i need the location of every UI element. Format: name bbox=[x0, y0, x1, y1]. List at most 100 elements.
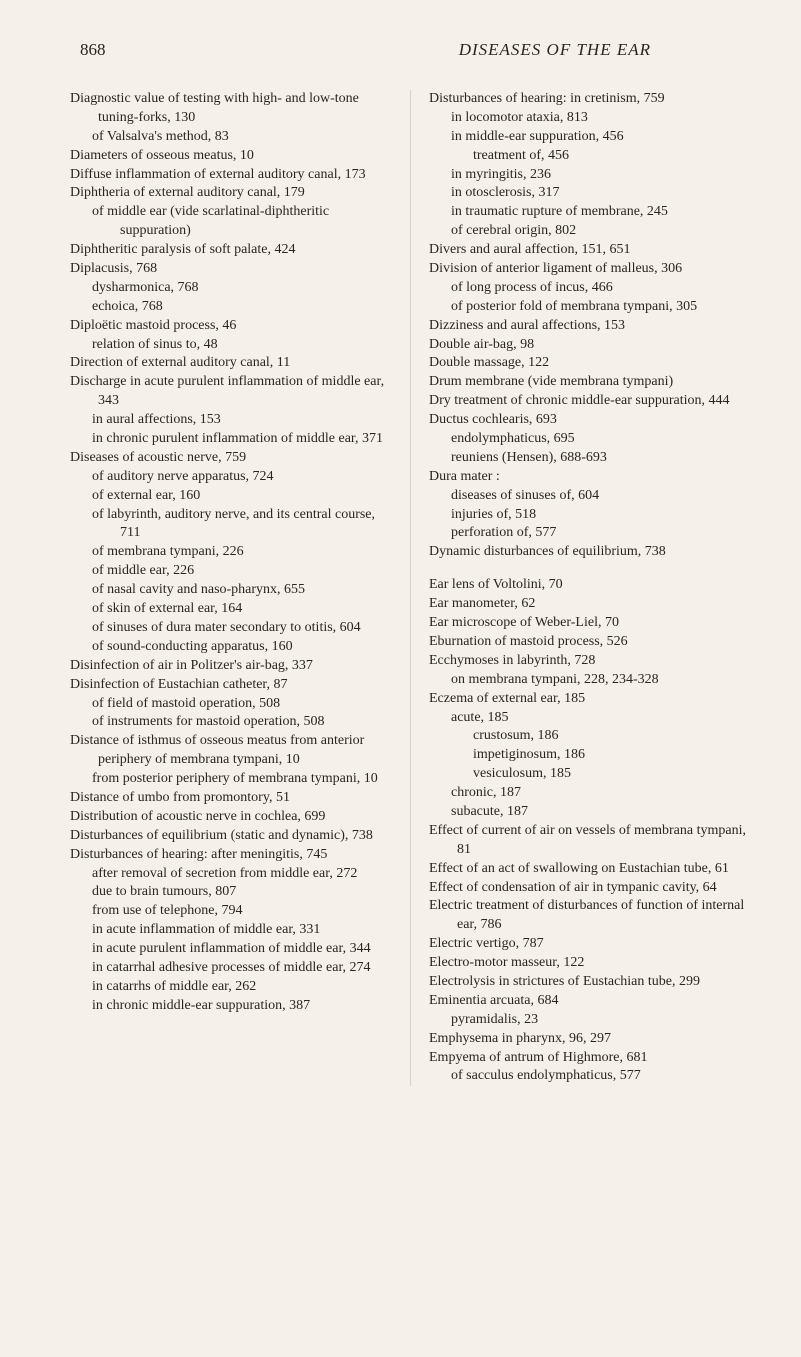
index-entry: Ear lens of Voltolini, 70 bbox=[429, 576, 751, 595]
index-entry: Diagnostic value of testing with high- a… bbox=[70, 90, 392, 128]
right-column: Disturbances of hearing: in cretinism, 7… bbox=[429, 90, 751, 1086]
index-entry: of middle ear (vide scarlatinal-diphther… bbox=[70, 203, 392, 241]
index-entry: Division of anterior ligament of malleus… bbox=[429, 260, 751, 279]
index-entry: of nasal cavity and naso-pharynx, 655 bbox=[70, 581, 392, 600]
index-entry: Electrolysis in strictures of Eustachian… bbox=[429, 973, 751, 992]
index-entry: of auditory nerve apparatus, 724 bbox=[70, 468, 392, 487]
index-entry: in catarrhal adhesive processes of middl… bbox=[70, 959, 392, 978]
index-entry: of middle ear, 226 bbox=[70, 562, 392, 581]
index-entry: Disinfection of air in Politzer's air-ba… bbox=[70, 657, 392, 676]
index-entry: Disinfection of Eustachian catheter, 87 bbox=[70, 676, 392, 695]
index-entry: in middle-ear suppuration, 456 bbox=[429, 128, 751, 147]
page: 868 DISEASES OF THE EAR Diagnostic value… bbox=[0, 0, 801, 1357]
index-entry: of Valsalva's method, 83 bbox=[70, 128, 392, 147]
index-entry: due to brain tumours, 807 bbox=[70, 883, 392, 902]
index-entry: Electric treatment of disturbances of fu… bbox=[429, 897, 751, 935]
index-entry: Empyema of antrum of Highmore, 681 bbox=[429, 1049, 751, 1068]
index-entry: Diffuse inflammation of external auditor… bbox=[70, 166, 392, 185]
index-entry: Electric vertigo, 787 bbox=[429, 935, 751, 954]
index-entry: Ecchymoses in labyrinth, 728 bbox=[429, 652, 751, 671]
index-entry: in acute inflammation of middle ear, 331 bbox=[70, 921, 392, 940]
index-entry: echoica, 768 bbox=[70, 298, 392, 317]
index-entry: of field of mastoid operation, 508 bbox=[70, 695, 392, 714]
index-entry: after removal of secretion from middle e… bbox=[70, 865, 392, 884]
index-entry: Diphtheria of external auditory canal, 1… bbox=[70, 184, 392, 203]
index-entry: of skin of external ear, 164 bbox=[70, 600, 392, 619]
index-entry: Divers and aural affection, 151, 651 bbox=[429, 241, 751, 260]
page-header: 868 DISEASES OF THE EAR bbox=[70, 40, 751, 60]
index-entry: subacute, 187 bbox=[429, 803, 751, 822]
index-entry: injuries of, 518 bbox=[429, 506, 751, 525]
index-entry: of external ear, 160 bbox=[70, 487, 392, 506]
index-entry: crustosum, 186 bbox=[429, 727, 751, 746]
index-entry: in otosclerosis, 317 bbox=[429, 184, 751, 203]
index-entry: Effect of current of air on vessels of m… bbox=[429, 822, 751, 860]
index-entry: in catarrhs of middle ear, 262 bbox=[70, 978, 392, 997]
index-entry: in myringitis, 236 bbox=[429, 166, 751, 185]
index-entry: Direction of external auditory canal, 11 bbox=[70, 354, 392, 373]
index-entry: Dura mater : bbox=[429, 468, 751, 487]
index-entry: Distance of umbo from promontory, 51 bbox=[70, 789, 392, 808]
index-entry: endolymphaticus, 695 bbox=[429, 430, 751, 449]
content-columns: Diagnostic value of testing with high- a… bbox=[70, 90, 751, 1086]
index-entry: Discharge in acute purulent inflammation… bbox=[70, 373, 392, 411]
index-entry: on membrana tympani, 228, 234-328 bbox=[429, 671, 751, 690]
index-entry: acute, 185 bbox=[429, 709, 751, 728]
index-entry: Double air-bag, 98 bbox=[429, 336, 751, 355]
index-entry: vesiculosum, 185 bbox=[429, 765, 751, 784]
index-entry: reuniens (Hensen), 688-693 bbox=[429, 449, 751, 468]
index-entry: Double massage, 122 bbox=[429, 354, 751, 373]
index-entry: perforation of, 577 bbox=[429, 524, 751, 543]
index-entry: diseases of sinuses of, 604 bbox=[429, 487, 751, 506]
index-entry: of sinuses of dura mater secondary to ot… bbox=[70, 619, 392, 638]
index-entry: Drum membrane (vide membrana tympani) bbox=[429, 373, 751, 392]
index-entry: Emphysema in pharynx, 96, 297 bbox=[429, 1030, 751, 1049]
index-entry: from use of telephone, 794 bbox=[70, 902, 392, 921]
index-entry: of posterior fold of membrana tympani, 3… bbox=[429, 298, 751, 317]
index-entry: Eczema of external ear, 185 bbox=[429, 690, 751, 709]
index-entry: in acute purulent inflammation of middle… bbox=[70, 940, 392, 959]
index-entry: in chronic middle-ear suppuration, 387 bbox=[70, 997, 392, 1016]
index-entry: in traumatic rupture of membrane, 245 bbox=[429, 203, 751, 222]
index-entry: pyramidalis, 23 bbox=[429, 1011, 751, 1030]
index-entry: chronic, 187 bbox=[429, 784, 751, 803]
index-entry: in aural affections, 153 bbox=[70, 411, 392, 430]
index-entry: of instruments for mastoid operation, 50… bbox=[70, 713, 392, 732]
index-entry: of sacculus endolymphaticus, 577 bbox=[429, 1067, 751, 1086]
index-entry: treatment of, 456 bbox=[429, 147, 751, 166]
index-entry: Dizziness and aural affections, 153 bbox=[429, 317, 751, 336]
index-entry: Diplacusis, 768 bbox=[70, 260, 392, 279]
index-entry: Ear manometer, 62 bbox=[429, 595, 751, 614]
page-title: DISEASES OF THE EAR bbox=[459, 40, 651, 60]
index-entry: Electro-motor masseur, 122 bbox=[429, 954, 751, 973]
index-entry: Diploëtic mastoid process, 46 bbox=[70, 317, 392, 336]
index-entry: Ear microscope of Weber-Liel, 70 bbox=[429, 614, 751, 633]
index-entry: in locomotor ataxia, 813 bbox=[429, 109, 751, 128]
index-entry: Disturbances of hearing: after meningiti… bbox=[70, 846, 392, 865]
entry-gap bbox=[429, 562, 751, 576]
index-entry: Effect of an act of swallowing on Eustac… bbox=[429, 860, 751, 879]
index-entry: Disturbances of equilibrium (static and … bbox=[70, 827, 392, 846]
index-entry: of labyrinth, auditory nerve, and its ce… bbox=[70, 506, 392, 544]
index-entry: Distance of isthmus of osseous meatus fr… bbox=[70, 732, 392, 770]
index-entry: dysharmonica, 768 bbox=[70, 279, 392, 298]
index-entry: impetiginosum, 186 bbox=[429, 746, 751, 765]
page-number: 868 bbox=[80, 40, 106, 60]
index-entry: Diphtheritic paralysis of soft palate, 4… bbox=[70, 241, 392, 260]
index-entry: Diseases of acoustic nerve, 759 bbox=[70, 449, 392, 468]
index-entry: Diameters of osseous meatus, 10 bbox=[70, 147, 392, 166]
index-entry: Effect of condensation of air in tympani… bbox=[429, 879, 751, 898]
index-entry: Dynamic disturbances of equilibrium, 738 bbox=[429, 543, 751, 562]
index-entry: relation of sinus to, 48 bbox=[70, 336, 392, 355]
index-entry: from posterior periphery of membrana tym… bbox=[70, 770, 392, 789]
index-entry: of cerebral origin, 802 bbox=[429, 222, 751, 241]
index-entry: in chronic purulent inflammation of midd… bbox=[70, 430, 392, 449]
index-entry: Ductus cochlearis, 693 bbox=[429, 411, 751, 430]
index-entry: Eminentia arcuata, 684 bbox=[429, 992, 751, 1011]
index-entry: of membrana tympani, 226 bbox=[70, 543, 392, 562]
index-entry: Dry treatment of chronic middle-ear supp… bbox=[429, 392, 751, 411]
index-entry: Distribution of acoustic nerve in cochle… bbox=[70, 808, 392, 827]
left-column: Diagnostic value of testing with high- a… bbox=[70, 90, 392, 1086]
column-divider bbox=[410, 90, 411, 1086]
index-entry: Eburnation of mastoid process, 526 bbox=[429, 633, 751, 652]
